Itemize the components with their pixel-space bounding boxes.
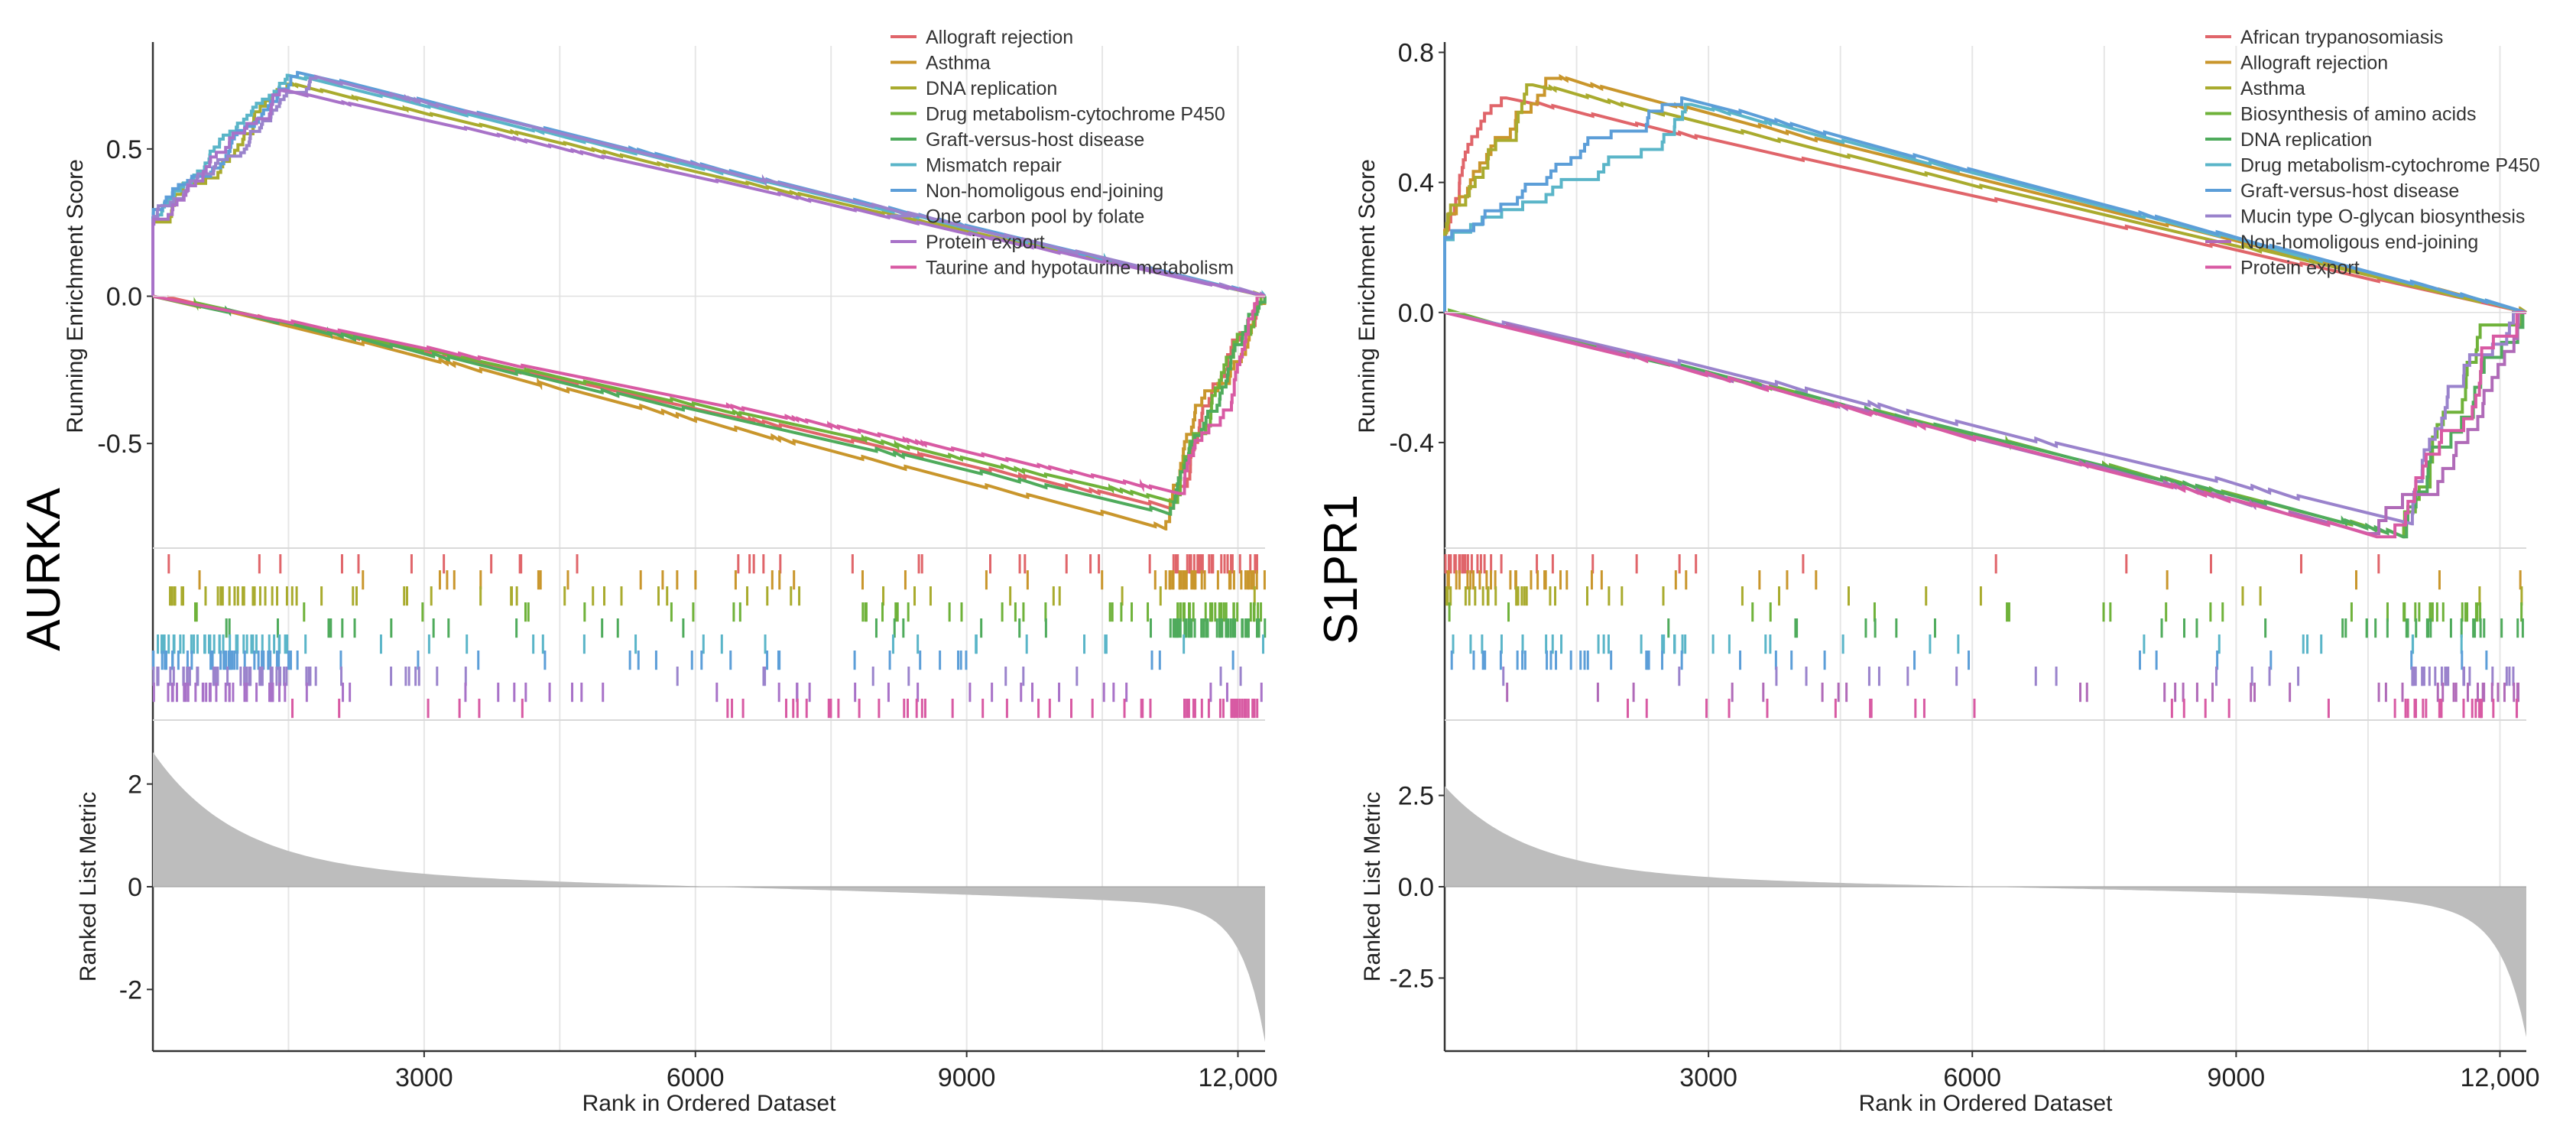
legend-entry: Asthma <box>926 53 991 74</box>
es-y-axis-title: Running Enrichment Score <box>1355 159 1380 433</box>
es-curve <box>151 80 1266 298</box>
hit-barcodes <box>1444 554 2524 719</box>
legend-entry: Protein export <box>926 232 1045 253</box>
x-tick-label: 3000 <box>1679 1063 1737 1092</box>
legend-entry: Asthma <box>2240 78 2305 99</box>
x-tick-label: 9000 <box>2208 1063 2266 1092</box>
metric-y-tick-label: 2.5 <box>1398 782 1434 811</box>
legend: Allograft rejection Asthma DNA replication… <box>891 27 1234 279</box>
es-curves <box>151 70 1267 531</box>
legend-entry: Allograft rejection <box>926 27 1073 48</box>
legend-entry: Mucin type O-glycan biosynthesis <box>2240 206 2525 228</box>
es-y-tick-label: 0.0 <box>106 283 142 312</box>
es-y-tick-label: 0.0 <box>1398 299 1434 328</box>
panel-gene-label: S1PR1 <box>1315 495 1367 644</box>
es-y-tick-label: 0.8 <box>1398 39 1434 68</box>
legend-entry: Allograft rejection <box>2240 53 2388 74</box>
panel-gene-label: AURKA <box>18 488 70 651</box>
x-tick-label: 9000 <box>938 1063 996 1092</box>
es-curve <box>1443 96 2527 314</box>
legend-entry: Mismatch repair <box>926 155 1062 177</box>
es-curve <box>151 87 1266 298</box>
gsea-panel-aurka: 0.5 0.0 -0.5 2 0 -2 3000 6000 9000 12,000 Rank in … <box>18 27 1278 1116</box>
metric-y-axis-title: Ranked List Metric <box>1360 792 1385 982</box>
es-curve <box>1444 310 2526 539</box>
metric-y-tick-label: 0.0 <box>1398 873 1434 902</box>
legend-entry: Graft-versus-host disease <box>2240 180 2459 202</box>
x-axis-title: Rank in Ordered Dataset <box>1859 1091 2113 1116</box>
es-y-axis-title: Running Enrichment Score <box>63 159 88 433</box>
es-curve <box>1443 73 2527 314</box>
metric-y-tick-label: -2.5 <box>1389 964 1434 993</box>
legend-entry: Drug metabolism-cytochrome P450 <box>2240 155 2540 177</box>
es-curve <box>152 294 1265 495</box>
legend-entry: Taurine and hypotaurine metabolism <box>926 258 1234 279</box>
legend-entry: Protein export <box>2240 258 2360 279</box>
es-curve <box>152 294 1267 531</box>
legend-entry: Graft-versus-host disease <box>926 129 1144 151</box>
legend-entry: African trypanosomiasis <box>2240 27 2443 48</box>
x-tick-label: 12,000 <box>2460 1063 2539 1092</box>
es-curve <box>1444 310 2526 535</box>
legend-entry: Drug metabolism-cytochrome P450 <box>926 104 1225 125</box>
es-y-tick-label: -0.4 <box>1389 429 1434 458</box>
hit-barcodes <box>151 554 1267 719</box>
legend-entry: Non-homoligous end-joining <box>926 180 1163 202</box>
es-curve <box>152 294 1265 505</box>
ranked-metric-area <box>153 751 1265 1042</box>
legend-entry: DNA replication <box>926 78 1057 99</box>
metric-y-tick-label: 2 <box>128 771 142 800</box>
es-y-tick-label: 0.5 <box>106 135 142 164</box>
x-tick-label: 12,000 <box>1199 1063 1278 1092</box>
x-tick-label: 6000 <box>1943 1063 2001 1092</box>
legend-entry: Biosynthesis of amino acids <box>2240 104 2476 125</box>
gsea-panel-s1pr1: 0.8 0.4 0.0 -0.4 2.5 0.0 -2.5 3000 6000 9000 12,00… <box>1315 27 2540 1116</box>
legend-entry: Non-homoligous end-joining <box>2240 232 2478 253</box>
x-axis-title: Rank in Ordered Dataset <box>582 1091 836 1116</box>
es-y-tick-label: -0.5 <box>97 430 142 459</box>
legend-entry: One carbon pool by folate <box>926 206 1144 228</box>
legend: African trypanosomiasis Allograft rejecti… <box>2205 27 2540 279</box>
legend-entry: DNA replication <box>2240 129 2372 151</box>
metric-y-axis-title: Ranked List Metric <box>76 792 101 982</box>
es-curve <box>1443 96 2527 314</box>
x-tick-label: 3000 <box>395 1063 453 1092</box>
es-y-tick-label: 0.4 <box>1398 169 1434 198</box>
metric-y-tick-label: -2 <box>119 975 142 1004</box>
x-tick-label: 6000 <box>667 1063 725 1092</box>
es-curve <box>1443 83 2528 314</box>
es-curve <box>1443 102 2527 314</box>
es-curves <box>1443 73 2528 539</box>
metric-y-tick-label: 0 <box>128 873 142 902</box>
